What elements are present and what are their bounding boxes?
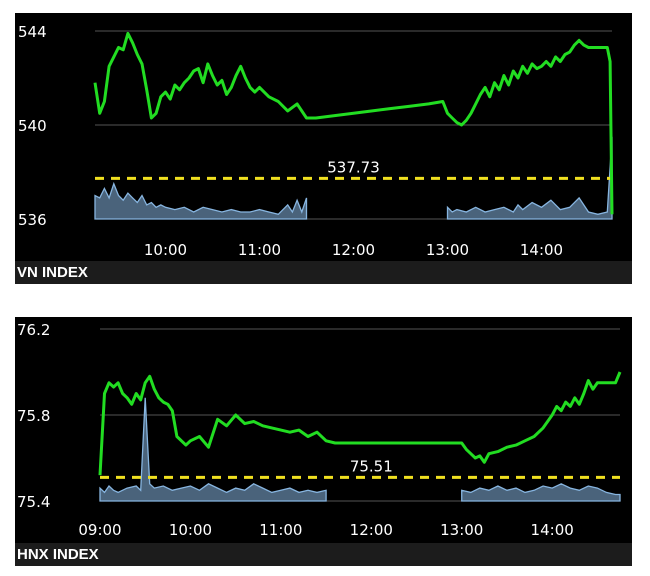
vn-x-tick-label-0: 10:00: [144, 241, 187, 259]
hnx-y-tick-label-0: 76.2: [17, 321, 50, 339]
hnx-x-tick-label-1: 10:00: [169, 521, 212, 539]
vn-index-title: VN INDEX: [17, 264, 88, 281]
hnx-x-tick-label-2: 11:00: [259, 521, 302, 539]
hnx-volume-area-0: [99, 397, 327, 502]
hnx-index-chart-panel: 76.2 75.8 75.4 09:00 10:00 11:00 12:00 13:00 14:…: [15, 317, 632, 566]
hnx-volume-area-1: [461, 483, 621, 502]
hnx-x-tick-label-3: 12:00: [350, 521, 393, 539]
vn-index-chart-panel: 544 540 536 10:00 11:00 12:00 13:00 14:00 537.73…: [15, 13, 632, 284]
vn-volume-area-0: [94, 181, 308, 220]
hnx-y-tick-label-2: 75.4: [17, 493, 50, 511]
hnx-x-tick-label-5: 14:00: [531, 521, 574, 539]
hnx-x-tick-label-4: 13:00: [440, 521, 483, 539]
hnx-y-tick-label-1: 75.8: [17, 407, 50, 425]
vn-y-tick-label-2: 536: [18, 211, 47, 229]
vn-reference-label: 537.73: [327, 158, 380, 176]
vn-index-chart: 544 540 536 10:00 11:00 12:00 13:00 14:00 537.73: [18, 23, 614, 259]
vn-x-tick-label-1: 11:00: [238, 241, 281, 259]
vn-y-tick-label-1: 540: [18, 117, 47, 135]
hnx-index-chart: 76.2 75.8 75.4 09:00 10:00 11:00 12:00 13:00 14:…: [17, 321, 622, 539]
vn-price-line: [93, 31, 614, 215]
vn-index-footer: VN INDEX: [15, 261, 632, 284]
hnx-index-title: HNX INDEX: [17, 546, 99, 563]
hnx-index-footer: HNX INDEX: [15, 543, 632, 566]
hnx-reference-label: 75.51: [350, 457, 393, 475]
hnx-x-tick-label-0: 09:00: [78, 521, 121, 539]
vn-x-tick-label-3: 13:00: [426, 241, 469, 259]
vn-x-tick-label-2: 12:00: [332, 241, 375, 259]
vn-x-tick-label-4: 14:00: [520, 241, 563, 259]
vn-volume-area-1: [446, 136, 613, 220]
vn-y-tick-label-0: 544: [18, 23, 47, 41]
hnx-price-line: [98, 371, 622, 476]
